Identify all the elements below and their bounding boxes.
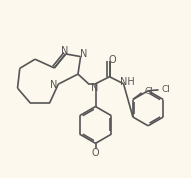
Text: NH: NH xyxy=(120,77,134,87)
Text: N: N xyxy=(91,83,98,93)
Text: N: N xyxy=(80,49,88,59)
Text: Cl: Cl xyxy=(145,87,154,96)
Text: Cl: Cl xyxy=(162,85,171,94)
Text: O: O xyxy=(109,55,117,65)
Text: O: O xyxy=(92,148,99,158)
Text: N: N xyxy=(61,46,69,56)
Text: N: N xyxy=(50,80,58,90)
